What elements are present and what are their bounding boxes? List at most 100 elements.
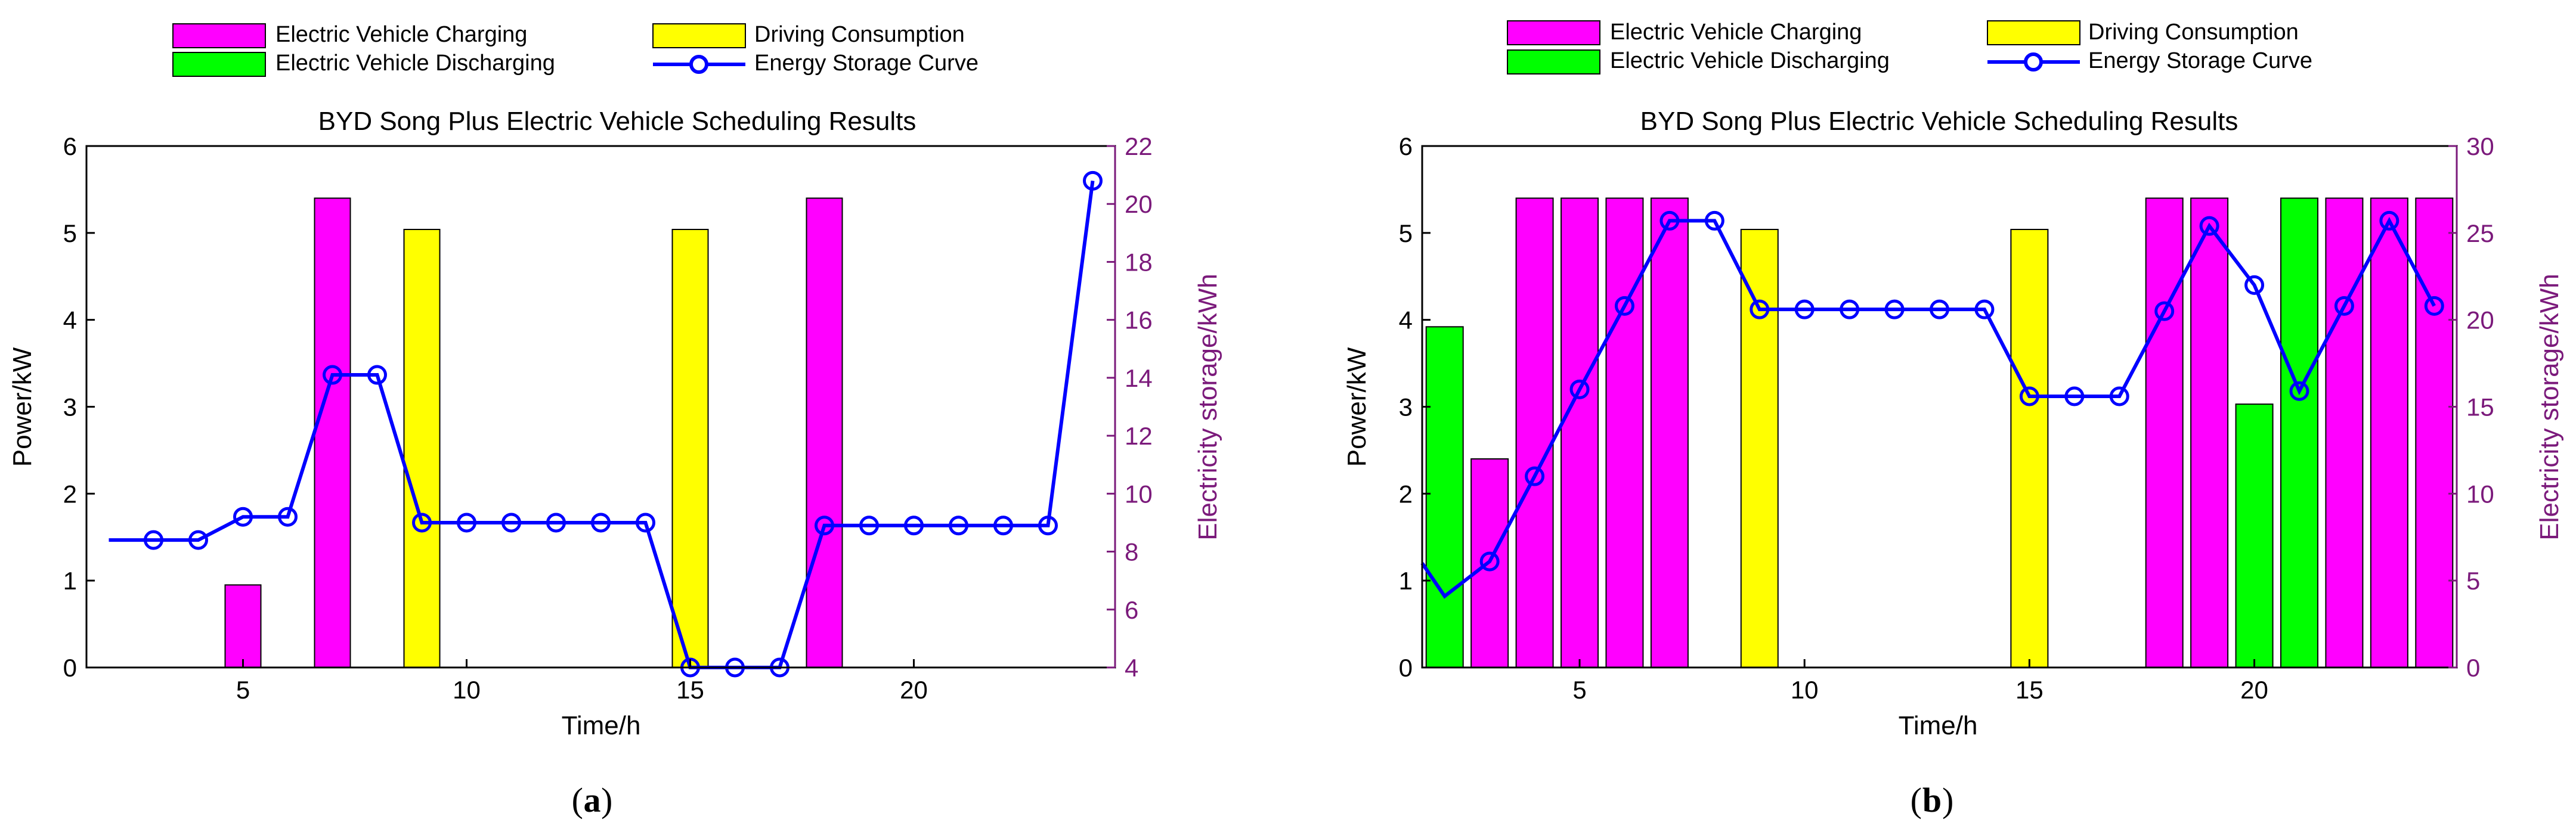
storage-point [546,513,566,533]
legend-swatch-discharging [1507,49,1600,74]
y2tick-label: 22 [1125,132,1153,160]
driving-bar [671,229,709,668]
y2-axis-label-b: Electricity storage/kWh [2535,274,2564,540]
ytick-label: 5 [1399,219,1413,247]
discharging-bar [1425,326,1464,668]
xtick-label: 10 [453,676,481,704]
legend-label-discharging: Electric Vehicle Discharging [1610,48,1890,73]
storage-point [1038,516,1058,536]
storage-point [1614,296,1634,316]
storage-point [2199,216,2219,236]
driving-bar [403,229,441,668]
storage-point [501,513,521,533]
caption-a-open: ( [572,781,583,819]
yticks-right-b: 0 5 10 15 20 25 30 [2448,132,2494,682]
y2tick-label: 15 [2466,393,2494,421]
y2tick-label: 0 [2466,654,2480,682]
caption-b-close: ) [1942,781,1953,819]
yticks-left-b: 0 1 2 3 4 5 6 [1399,132,1431,682]
legend-b: Electric Vehicle Charging Driving Consum… [1507,20,2312,74]
storage-point [2334,296,2354,316]
ytick-label: 6 [1399,132,1413,160]
bars-b [1425,197,2454,668]
xtick-label: 5 [1572,676,1586,704]
y2tick-label: 8 [1125,538,1138,566]
legend-a: Electric Vehicle Charging Driving Consum… [172,22,979,77]
storage-point [2424,296,2444,316]
bars-a [224,197,843,668]
legend-label-storage: Energy Storage Curve [2088,48,2312,73]
caption-a-close: ) [601,781,612,819]
ytick-label: 1 [1399,567,1413,595]
ytick-label: 0 [1399,654,1413,682]
ytick-label: 0 [63,654,77,682]
legend-swatch-discharging [172,52,266,77]
y-axis-label-a: Power/kW [8,347,37,467]
storage-point [859,516,879,536]
y2tick-label: 14 [1125,364,1153,392]
charging-bar [314,197,351,668]
legend-marker-storage [689,55,708,74]
storage-point [1569,379,1590,399]
legend-label-driving: Driving Consumption [2088,20,2299,45]
legend-label-charging: Electric Vehicle Charging [275,22,527,47]
legend-label-discharging: Electric Vehicle Discharging [275,51,555,76]
ytick-label: 3 [63,393,77,421]
storage-point [1794,299,1815,319]
y2tick-label: 20 [2466,306,2494,334]
storage-point [412,513,432,533]
x-axis-label-a: Time/h [562,711,641,740]
xticks-a: 5 10 15 20 [236,659,928,704]
caption-a-letter: a [584,781,601,819]
yticks-right-a: 4 6 8 10 12 14 16 18 20 22 [1107,132,1153,682]
discharging-bar [2235,403,2274,668]
y2tick-label: 25 [2466,219,2494,247]
discharging-bar [2280,197,2318,668]
y2tick-label: 20 [1125,190,1153,218]
y2tick-label: 4 [1125,654,1138,682]
storage-point [591,513,611,533]
storage-point [1704,210,1724,231]
legend-swatch-driving [1987,20,2080,45]
driving-bar [2010,229,2049,668]
y2tick-label: 10 [1125,480,1153,508]
storage-point [1884,299,1905,319]
ytick-label: 6 [63,132,77,160]
caption-b-letter: b [1922,781,1942,819]
storage-point [636,513,655,533]
storage-line [1420,216,2436,599]
storage-point [2289,381,2309,401]
ytick-label: 2 [63,480,77,508]
storage-point [1840,299,1860,319]
storage-point [2064,386,2085,406]
y2tick-label: 30 [2466,132,2494,160]
y2tick-label: 12 [1125,422,1153,450]
charging-bar [1605,197,1644,668]
storage-point [949,516,968,536]
xticks-b: 5 10 15 20 [1572,659,2268,704]
xtick-label: 5 [236,676,250,704]
y-axis-label-b: Power/kW [1342,347,1371,467]
legend-label-driving: Driving Consumption [754,22,965,47]
chart-panel-a: Electric Vehicle Charging Driving Consum… [8,22,1222,819]
storage-point [367,365,387,385]
x-axis-label-b: Time/h [1899,711,1978,740]
charging-bar [1650,197,1689,668]
xtick-label: 15 [676,676,704,704]
y2-axis-label-a: Electricity storage/kWh [1193,274,1222,540]
ytick-label: 5 [63,219,77,247]
storage-point [323,365,342,385]
legend-label-storage: Energy Storage Curve [754,51,979,76]
xtick-label: 10 [1791,676,1819,704]
driving-bar [1740,229,1779,668]
storage-point [815,516,834,536]
legend-swatch-driving [652,23,746,48]
storage-point [144,530,163,550]
storage-point [2154,301,2175,321]
storage-point [1659,210,1680,231]
storage-point [904,516,924,536]
charging-bar [2145,197,2184,668]
storage-point [1750,299,1770,319]
storage-point [1930,299,1949,319]
chart-title-a: BYD Song Plus Electric Vehicle Schedulin… [318,107,917,136]
